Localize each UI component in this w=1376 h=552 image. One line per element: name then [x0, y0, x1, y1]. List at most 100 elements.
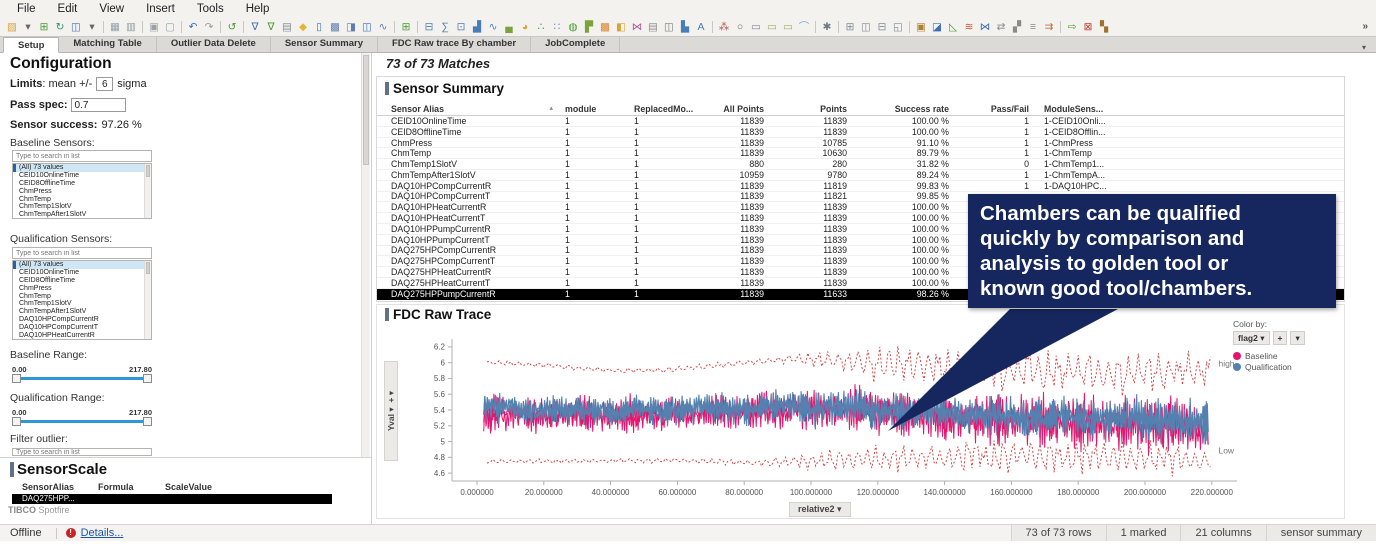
table-row[interactable]: DAQ275HPHeatCurrentT 1 1 11839 11839 100… [377, 278, 1344, 289]
table-row[interactable]: ChmPress 1 1 11839 10785 91.10 % 1 1-Chm… [377, 138, 1344, 149]
list-item[interactable]: ChmPress [19, 284, 52, 292]
legend-icon[interactable]: ◪ [932, 20, 942, 33]
data-source-icon[interactable]: ▚ [1099, 20, 1109, 33]
tools-find-icon[interactable]: ⁂ [718, 20, 730, 33]
filter-icon[interactable]: ∇ [251, 20, 259, 33]
bookmarks-icon[interactable]: ▯ [316, 20, 322, 33]
export-to-pdf-icon[interactable]: ▥ [126, 20, 136, 33]
table-row[interactable]: ChmTemp1SlotV 1 1 880 280 31.82 % 0 1-Ch… [377, 159, 1344, 170]
page-tab[interactable]: Outlier Data Delete [157, 36, 271, 52]
menu-item[interactable]: Tools [196, 2, 224, 15]
reload-analysis-icon[interactable]: ↺ [227, 20, 237, 33]
col-header-modulesens[interactable]: ModuleSens... [1044, 104, 1104, 114]
sensorscale-marked-row[interactable]: DAQ275HPP... [12, 494, 332, 504]
baseline-sensors-list[interactable]: (All) 73 values CEID10OnlineTime CEID8Offl… [12, 163, 152, 219]
list-item[interactable]: CEID10OnlineTime [19, 268, 80, 276]
list-item[interactable]: ChmTemp [19, 292, 51, 300]
open-file-icon[interactable]: ▨ [7, 20, 17, 33]
color-options-caret-icon[interactable]: ▾ [1290, 331, 1305, 345]
caret-down-icon[interactable]: ▾ [386, 390, 396, 396]
menu-item[interactable]: File [17, 2, 36, 15]
page-tab[interactable]: FDC Raw trace By chamber [378, 36, 532, 52]
col-header-replacedmo[interactable]: ReplacedMo... [634, 104, 694, 114]
qualification-range-slider[interactable] [12, 417, 152, 426]
list-item[interactable]: CEID10OnlineTime [19, 171, 80, 179]
details-link[interactable]: Details... [80, 527, 124, 539]
baseline-range-slider[interactable] [12, 374, 152, 383]
list-item[interactable]: ChmTemp1SlotV [19, 300, 72, 308]
new-pie-chart-icon[interactable]: ◕ [521, 20, 529, 33]
col-header-sensor-alias[interactable]: Sensor Alias ▴ [391, 104, 553, 114]
export-image-icon[interactable]: ▭ [751, 20, 761, 33]
list-item[interactable]: ChmPress [19, 187, 52, 195]
table-row[interactable]: DAQ275HPCompCurrentR 1 1 11839 11839 100… [377, 245, 1344, 257]
list-item[interactable]: DAQ10HPCompCurrentT [19, 324, 98, 332]
pass-spec-input[interactable] [71, 98, 127, 112]
zoom-sliders-icon[interactable]: ⇄ [996, 20, 1006, 33]
list-item[interactable]: DAQ10HPCompCurrentR [19, 316, 99, 324]
copy-icon[interactable]: ▣ [149, 20, 159, 33]
menu-item[interactable]: View [99, 2, 125, 15]
offline-status[interactable]: Offline [10, 527, 42, 539]
page-tab[interactable]: JobComplete [531, 36, 621, 52]
table-row[interactable]: CEID8OfflineTime 1 1 11839 11839 100.00 … [377, 127, 1344, 138]
table-row[interactable]: DAQ10HPCompCurrentR 1 1 11839 11819 99.8… [377, 181, 1344, 192]
settings-gear-icon[interactable]: ✱ [822, 20, 832, 33]
details-on-demand-icon[interactable]: ◨ [346, 20, 356, 33]
new-table-icon[interactable]: ⊟ [424, 20, 434, 33]
list-item[interactable]: ChmTempAfter1SlotV [19, 211, 87, 219]
new-treemap-icon[interactable]: ▛ [584, 20, 594, 33]
menu-item[interactable]: Help [245, 2, 270, 15]
table-row[interactable]: DAQ10HPCompCurrentT 1 1 11839 11821 99.8… [377, 191, 1344, 203]
col-header-success-rate[interactable]: Success rate [894, 104, 949, 114]
caret-down-icon[interactable]: ▾ [837, 504, 842, 514]
sort-ascending-icon[interactable]: ▴ [549, 105, 553, 112]
refresh-all-icon[interactable]: ⇉ [1044, 20, 1054, 33]
table-row[interactable]: DAQ10HPHeatCurrentT 1 1 11839 11839 100.… [377, 213, 1344, 224]
save-icon[interactable]: ◫ [71, 20, 81, 33]
document-properties-icon[interactable]: ◫ [362, 20, 372, 33]
page-tab[interactable]: Setup [3, 37, 60, 53]
y-axis-add-button[interactable]: + [386, 397, 396, 403]
legend-item[interactable]: Qualification [1233, 361, 1341, 372]
table-row[interactable]: DAQ10HPPumpCurrentT 1 1 11839 11839 100.… [377, 235, 1344, 246]
table-row[interactable]: DAQ10HPHeatCurrentR 1 1 11839 11839 100.… [377, 202, 1344, 214]
slider-handle-left[interactable] [12, 374, 21, 383]
baseline-sensors-search-input[interactable] [12, 150, 152, 162]
list-item[interactable]: CEID8OfflineTime [19, 179, 76, 187]
data-limiting-icon[interactable]: ▞ [1012, 20, 1022, 33]
x-axis-selector[interactable]: relative2 ▾ [789, 502, 851, 517]
list-item[interactable]: ChmTempAfter1SlotV [19, 308, 87, 316]
page-tab[interactable]: Matching Table [59, 36, 157, 52]
print-icon[interactable]: ▦ [110, 20, 120, 33]
new-kpi-chart-icon[interactable]: ◧ [616, 20, 626, 33]
list-item[interactable]: (All) 73 values [13, 261, 151, 269]
menu-item[interactable]: Edit [57, 2, 78, 15]
paste-icon[interactable]: ▢ [165, 20, 175, 33]
marking-icon[interactable]: ⋈ [979, 20, 991, 33]
axes-icon[interactable]: ◺ [948, 20, 958, 33]
col-header-all-points[interactable]: All Points [723, 104, 764, 114]
insert-columns-icon[interactable]: ⊞ [401, 20, 411, 33]
sigma-input[interactable] [96, 77, 114, 91]
col-header-pass-fail[interactable]: Pass/Fail [990, 104, 1029, 114]
legend-item[interactable]: Baseline [1233, 350, 1341, 361]
caret-down-icon[interactable]: ▾ [386, 407, 396, 412]
new-cross-table-icon[interactable]: ∑ [441, 20, 449, 33]
new-graphical-table-icon[interactable]: ⊡ [456, 20, 466, 33]
qualification-sensors-list[interactable]: (All) 73 values CEID10OnlineTime CEID8Offl… [12, 260, 152, 340]
new-heat-map-icon[interactable]: ▩ [600, 20, 610, 33]
col-header-points[interactable]: Points [820, 104, 847, 114]
slider-handle-right[interactable] [143, 374, 152, 383]
list-item[interactable]: (All) 73 values [13, 164, 151, 172]
new-waterfall-chart-icon[interactable]: ▙ [680, 20, 690, 33]
color-add-button[interactable]: + [1272, 331, 1288, 345]
split-layout-icon[interactable]: ⊞ [845, 20, 855, 33]
filter-outlier-search-input[interactable] [12, 448, 152, 456]
toolbar-overflow-icon[interactable]: » [1362, 21, 1368, 32]
list-item[interactable]: DAQ10HPHeatCurrentR [19, 332, 95, 340]
undo-icon[interactable]: ↶ [188, 20, 198, 33]
table-row[interactable]: DAQ10HPPumpCurrentR 1 1 11839 11839 100.… [377, 224, 1344, 235]
new-combination-chart-icon[interactable]: ▄ [505, 20, 513, 33]
visualization-image-icon[interactable]: ▭ [767, 20, 777, 33]
